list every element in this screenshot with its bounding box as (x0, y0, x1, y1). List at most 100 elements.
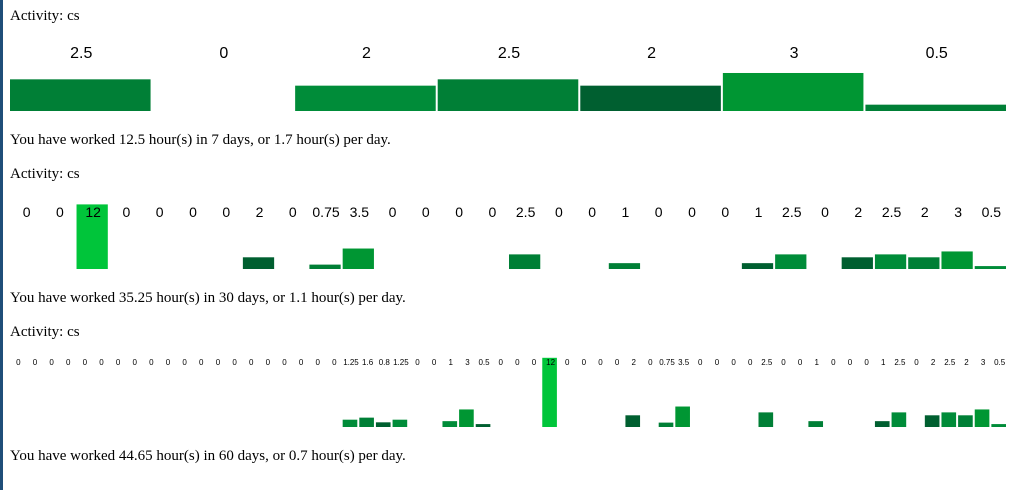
bar (10, 79, 151, 111)
data-label: 0 (582, 358, 587, 367)
data-label: 0 (149, 358, 154, 367)
data-label: 0 (116, 358, 121, 367)
summary-text-2: You have worked 35.25 hour(s) in 30 days… (10, 290, 406, 306)
data-label: 0 (655, 204, 663, 220)
data-label: 2 (632, 358, 637, 367)
data-label: 0 (432, 358, 437, 367)
data-label: 0 (831, 358, 836, 367)
bar (542, 357, 557, 427)
data-label: 3 (954, 204, 962, 220)
data-label: 0.75 (312, 204, 339, 220)
data-label: 0 (49, 358, 54, 367)
data-label: 0 (289, 204, 297, 220)
data-label: 0 (515, 358, 520, 367)
data-label: 0 (798, 358, 803, 367)
data-label: 1 (449, 358, 454, 367)
data-label: 2.5 (894, 358, 906, 367)
bar (722, 72, 864, 111)
data-label: 3.5 (350, 204, 370, 220)
bar (658, 422, 674, 427)
bar (908, 257, 940, 269)
bar (741, 263, 774, 269)
data-label: 0 (422, 204, 430, 220)
bar (891, 412, 907, 428)
data-label: 0 (133, 358, 138, 367)
bar (437, 79, 579, 111)
data-label: 0 (588, 204, 596, 220)
data-label: 0 (219, 45, 228, 62)
data-label: 0.5 (478, 358, 490, 367)
bar (442, 421, 458, 427)
data-label: 0 (748, 358, 753, 367)
bar-chart-7-days: 2.5 0 2 2.5 2 3 0.5 (10, 45, 1006, 111)
bar (958, 415, 973, 427)
data-label: 0 (781, 358, 786, 367)
bar (459, 409, 474, 427)
data-label: 0 (498, 358, 503, 367)
activity-label-3: Activity: cs (10, 324, 80, 340)
data-label: 2.5 (761, 358, 773, 367)
bar (375, 422, 391, 427)
data-label: 0 (56, 204, 64, 220)
data-label: 0 (864, 358, 869, 367)
bar (295, 85, 436, 111)
data-label: 0 (222, 204, 230, 220)
data-label: 0 (332, 358, 337, 367)
data-label: 0 (731, 358, 736, 367)
bar-chart-30-days: 0 0 12 0 0 0 0 2 0 0.75 3.5 0 0 0 0 2.5 0 0 1 0 0 0 1 2.5 0 2 2.5 2… (23, 204, 1006, 270)
data-label: 0 (199, 358, 204, 367)
data-label: 0.5 (994, 358, 1006, 367)
data-label: 0 (598, 358, 603, 367)
bar (342, 248, 374, 269)
data-label: 0 (123, 204, 131, 220)
data-label: 0 (16, 358, 21, 367)
data-label: 0 (688, 204, 696, 220)
data-label: 2.5 (70, 45, 92, 62)
bar (608, 263, 641, 269)
activity-label-2: Activity: cs (10, 166, 80, 182)
data-label: 12 (546, 358, 555, 367)
data-label: 0.5 (926, 45, 948, 62)
bar (242, 257, 275, 269)
bar (775, 254, 807, 270)
data-label: 0 (914, 358, 919, 367)
data-label: 0 (182, 358, 187, 367)
data-label: 0 (156, 204, 164, 220)
data-label: 0 (389, 204, 397, 220)
data-label: 0.75 (659, 358, 675, 367)
data-label: 0 (23, 204, 31, 220)
data-label: 0 (615, 358, 620, 367)
data-label: 2.5 (882, 204, 902, 220)
bar (309, 264, 341, 269)
data-label: 0.8 (379, 358, 391, 367)
data-label: 0 (83, 358, 88, 367)
data-label: 1 (755, 204, 763, 220)
bar (991, 424, 1006, 427)
data-label: 0 (532, 358, 537, 367)
data-label: 2 (854, 204, 862, 220)
activity-label-1: Activity: cs (10, 8, 80, 24)
data-label: 2.5 (498, 45, 520, 62)
data-label: 0 (99, 358, 104, 367)
bar (758, 412, 774, 428)
bar (392, 419, 408, 427)
data-label: 2 (931, 358, 936, 367)
bar (625, 415, 641, 427)
data-label: 1 (814, 358, 819, 367)
data-label: 2 (647, 45, 656, 62)
data-label: 0 (249, 358, 254, 367)
bar (580, 85, 721, 111)
data-label: 0 (555, 204, 563, 220)
bar (941, 412, 957, 428)
data-label: 12 (85, 204, 101, 220)
data-label: 0 (216, 358, 221, 367)
bar (874, 254, 907, 270)
bar (874, 421, 890, 427)
bar-chart-60-days: 0 0 0 0 0 0 0 0 0 0 0 0 0 0 0 0 0 0 0 0 1.25 1.6 0.8 1.25 0 0 1 3 0.… (16, 357, 1006, 428)
data-label: 3 (465, 358, 470, 367)
bar (924, 415, 940, 427)
bar (974, 409, 990, 427)
data-label: 1.25 (393, 358, 409, 367)
data-label: 0.5 (982, 204, 1002, 220)
summary-text-3: You have worked 44.65 hour(s) in 60 days… (10, 448, 406, 464)
